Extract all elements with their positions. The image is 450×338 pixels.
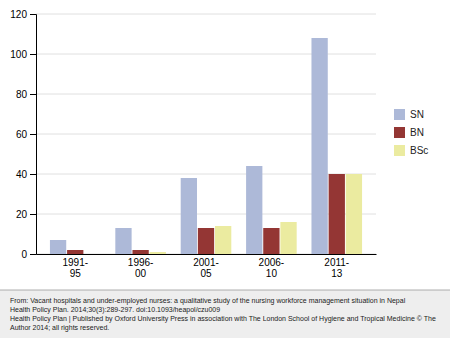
y-tick: 20 (16, 209, 36, 220)
y-tick: 80 (16, 89, 36, 100)
footer-text: Health Policy Plan. 2014;30(3):289-297. … (10, 306, 220, 314)
y-tick: 60 (16, 129, 36, 140)
x-tick-label: 1996-00 (128, 257, 154, 279)
bar (181, 178, 197, 254)
bar-series (50, 38, 328, 254)
y-axis-line (30, 15, 37, 255)
y-tick-mark (30, 214, 36, 215)
legend-swatch (394, 109, 405, 120)
y-tick: 0 (21, 249, 36, 260)
bar (329, 174, 345, 254)
legend-swatch (394, 127, 405, 138)
legend-swatch (394, 145, 405, 156)
x-tick: 1996-00 (128, 257, 154, 279)
bar-series (67, 174, 345, 254)
bar (67, 250, 83, 254)
y-tick-label: 100 (10, 49, 27, 60)
x-tick-label: 2006-10 (259, 257, 285, 279)
x-axis: 1991-95 1996-00 2001-05 2006-10 2011-13 (37, 255, 377, 280)
legend-label: SN (410, 109, 424, 120)
bar (263, 228, 279, 254)
y-tick-label: 60 (16, 129, 28, 140)
bar (311, 38, 327, 254)
y-axis: 0 20 40 60 80 100 120 (10, 9, 36, 260)
x-axis-line (37, 254, 377, 255)
y-tick-label: 80 (16, 89, 28, 100)
bar (246, 166, 262, 254)
legend: SN BN BSc (394, 109, 428, 156)
y-tick-mark (30, 254, 36, 255)
y-tick-mark (30, 174, 36, 175)
legend-item: SN (394, 109, 424, 120)
y-tick: 40 (16, 169, 36, 180)
y-tick-mark (30, 94, 36, 95)
bar (150, 252, 166, 254)
footer-text: From: Vacant hospitals and under-employe… (10, 297, 406, 305)
bar (215, 226, 231, 254)
footer: From: Vacant hospitals and under-employe… (0, 290, 450, 338)
legend-label: BSc (410, 145, 428, 156)
bar (280, 222, 296, 254)
y-tick-mark (30, 14, 36, 15)
bar (132, 250, 148, 254)
y-tick-mark (30, 134, 36, 135)
bar (198, 228, 214, 254)
legend-item: BN (394, 127, 424, 138)
footer-texts: From: Vacant hospitals and under-employe… (10, 297, 436, 332)
y-tick: 120 (10, 9, 36, 20)
bars (50, 38, 362, 254)
x-tick-label: 2011-13 (324, 257, 349, 279)
y-tick-label: 0 (21, 249, 27, 260)
footer-separator (0, 290, 450, 291)
y-tick-label: 40 (16, 169, 28, 180)
chart-root: From: Vacant hospitals and under-employe… (0, 0, 450, 338)
x-tick: 2006-10 (259, 257, 285, 279)
bar (346, 174, 362, 254)
y-tick-label: 20 (16, 209, 28, 220)
grid (36, 14, 376, 254)
footer-text: Health Policy Plan | Published by Oxford… (10, 315, 436, 332)
bar (115, 228, 131, 254)
footer-bg (0, 290, 450, 338)
legend-item: BSc (394, 145, 428, 156)
x-tick: 1991-95 (62, 257, 88, 279)
y-tick-label: 120 (10, 9, 27, 20)
x-tick: 2001-05 (193, 257, 219, 279)
plot: 0 20 40 60 80 100 120 1991-95 1996-00 2001-05 2006… (10, 9, 376, 279)
x-tick: 2011-13 (324, 257, 349, 279)
grid-line (36, 14, 376, 15)
y-tick: 100 (10, 49, 36, 60)
x-tick-label: 1991-95 (62, 257, 88, 279)
legend-label: BN (410, 127, 424, 138)
bar (50, 240, 66, 254)
bar-series (150, 174, 362, 254)
y-tick-mark (30, 54, 36, 55)
bar (84, 254, 100, 255)
x-tick-label: 2001-05 (193, 257, 219, 279)
